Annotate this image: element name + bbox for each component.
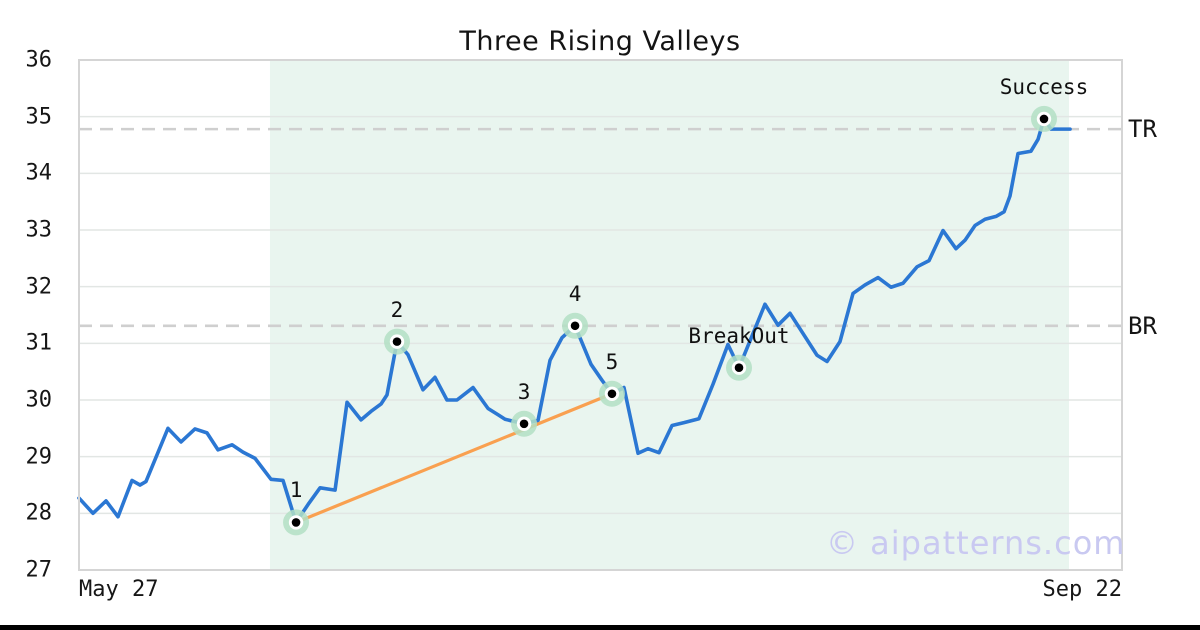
- y-tick-label: 33: [25, 217, 53, 243]
- pattern-zone: [269, 60, 1070, 570]
- marker-dot: [607, 389, 617, 399]
- point-label-breakout: BreakOut: [688, 323, 790, 348]
- y-tick-label: 31: [25, 330, 53, 356]
- marker-dot: [734, 363, 744, 373]
- trendline: [294, 392, 614, 525]
- y-tick-label: 32: [25, 274, 53, 300]
- point-label-5: 5: [605, 349, 619, 374]
- level-label-tr: TR: [1128, 115, 1157, 144]
- bottom-bar: [0, 625, 1200, 630]
- y-tick-label: 30: [25, 387, 53, 413]
- y-tick-label: 29: [25, 444, 53, 470]
- x-tick-last: Sep 22: [1042, 577, 1122, 602]
- marker-dot: [570, 321, 580, 331]
- level-label-br: BR: [1128, 311, 1157, 340]
- chart-title: Three Rising Valleys: [459, 26, 741, 57]
- x-tick-first: May 27: [79, 577, 159, 602]
- point-label-success: Success: [999, 74, 1089, 99]
- marker-dot: [392, 337, 402, 346]
- point-label-4: 4: [568, 281, 582, 306]
- watermark: © aipatterns.com: [826, 524, 1126, 562]
- y-tick-label: 35: [25, 104, 53, 130]
- point-label-3: 3: [517, 379, 531, 404]
- marker-dot: [519, 419, 529, 429]
- point-label-1: 1: [289, 478, 303, 503]
- y-tick-label: 34: [25, 160, 53, 186]
- y-tick-label: 27: [25, 557, 53, 583]
- y-tick-label: 28: [25, 500, 53, 526]
- point-label-2: 2: [390, 297, 404, 322]
- marker-dot: [291, 518, 301, 527]
- y-tick-label: 36: [25, 47, 53, 73]
- plot-border: [78, 59, 1123, 571]
- marker-dot: [1039, 114, 1049, 124]
